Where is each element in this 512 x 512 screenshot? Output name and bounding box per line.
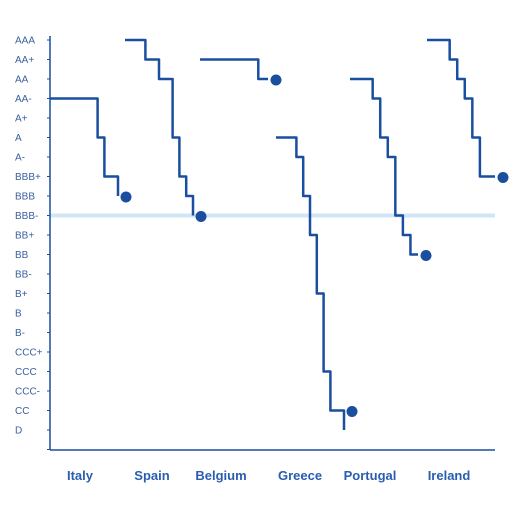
y-tick-label: AAA xyxy=(15,36,35,47)
series-line-portugal xyxy=(350,77,418,256)
y-tick-label: AA xyxy=(15,75,29,86)
y-tick-label: BB- xyxy=(15,270,32,281)
y-tick-label: CCC+ xyxy=(15,348,43,359)
y-tick-label: A- xyxy=(15,153,25,164)
y-tick-label: B+ xyxy=(15,289,28,300)
x-category-label: Belgium xyxy=(195,468,246,483)
x-category-label: Spain xyxy=(134,468,169,483)
series-line-ireland xyxy=(427,38,495,178)
y-tick-label: B xyxy=(15,309,22,320)
x-category-label: Ireland xyxy=(428,468,471,483)
series-line-italy xyxy=(50,97,120,196)
series-endpoint-spain xyxy=(195,211,207,222)
y-tick-label: BBB- xyxy=(15,211,38,222)
y-tick-label: A+ xyxy=(15,114,28,125)
y-tick-label: AA- xyxy=(15,94,32,105)
y-tick-label: B- xyxy=(15,328,25,339)
series-line-greece xyxy=(276,136,346,430)
y-tick-label: CC xyxy=(15,406,29,417)
y-tick-label: BBB xyxy=(15,192,35,203)
y-tick-label: A xyxy=(15,133,22,144)
series-line-spain xyxy=(125,38,195,216)
series-endpoint-ireland xyxy=(497,172,509,183)
series-endpoint-belgium xyxy=(270,74,282,86)
x-category-label: Portugal xyxy=(344,468,397,483)
y-tick-label: BB xyxy=(15,250,29,261)
x-category-label: Greece xyxy=(278,468,322,483)
y-tick-label: BB+ xyxy=(15,231,34,242)
series-line-belgium xyxy=(200,58,268,81)
y-tick-label: AA+ xyxy=(15,55,34,66)
series-endpoint-italy xyxy=(120,191,132,203)
y-tick-label: CCC xyxy=(15,367,37,378)
series-endpoint-portugal xyxy=(420,250,432,261)
y-tick-label: BBB+ xyxy=(15,172,41,183)
x-category-label: Italy xyxy=(67,468,94,483)
y-tick-label: D xyxy=(15,426,22,437)
y-tick-label: CCC- xyxy=(15,387,40,398)
series-endpoint-greece xyxy=(346,406,358,417)
